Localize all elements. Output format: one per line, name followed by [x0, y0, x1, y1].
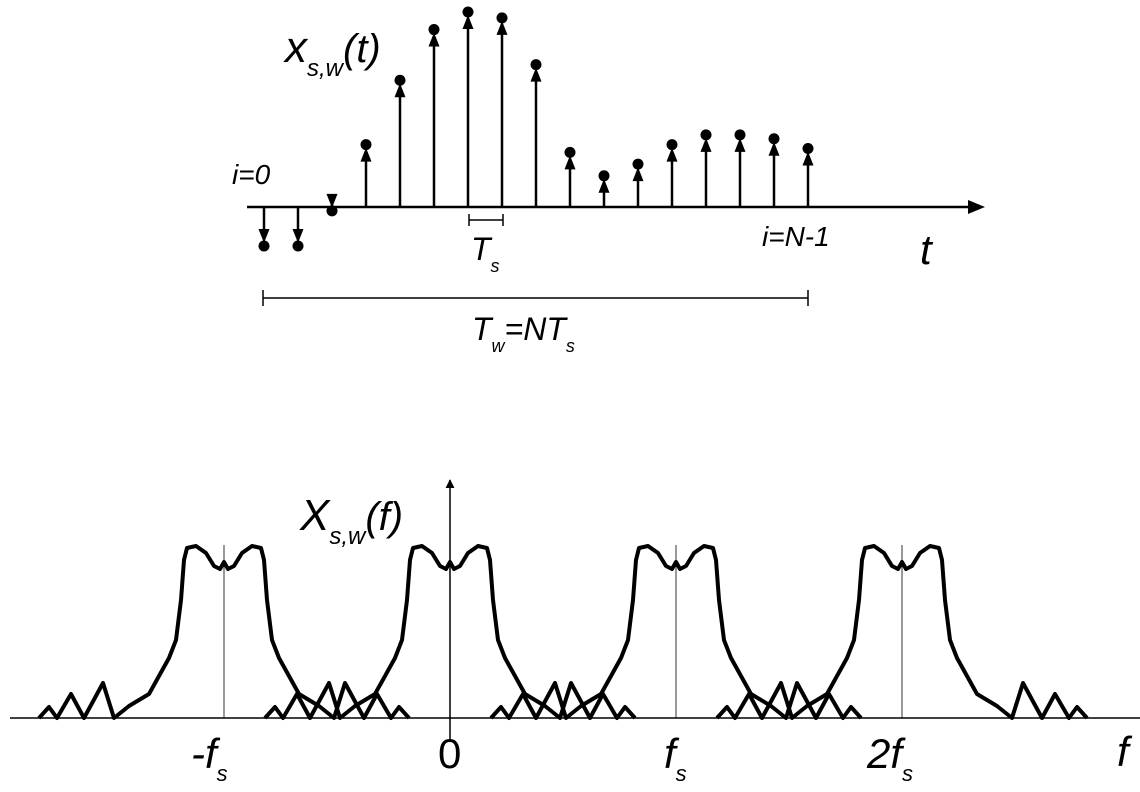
- sample-14: [734, 129, 746, 207]
- window-length-label: Tw=NTs: [472, 311, 575, 356]
- window-length-marker: [262, 290, 809, 306]
- sample-1: [292, 207, 304, 252]
- sample-9: [564, 146, 576, 207]
- sample-15: [768, 133, 780, 207]
- sample-12: [666, 139, 678, 207]
- spectrum-replica-0: [37, 544, 411, 720]
- sample-16: [802, 143, 814, 207]
- spectrum-replica-2: [489, 544, 863, 720]
- time-axis-label: t: [920, 226, 934, 273]
- spectrum-replica-1: [263, 544, 637, 720]
- tick-label-neg-fs: -fs: [191, 730, 228, 786]
- sample-0: [258, 207, 270, 252]
- sample-2: [326, 193, 338, 217]
- sample-10: [598, 170, 610, 207]
- sample-13: [700, 129, 712, 207]
- sample-3: [360, 139, 372, 207]
- sample-6: [462, 6, 474, 207]
- sample-11: [632, 158, 644, 207]
- signal-label: xs,w(t): [283, 23, 381, 82]
- tick-label-2fs: 2fs: [866, 730, 913, 786]
- freq-plot: Xs,w(f) -fs 0 fs 2fs f: [10, 479, 1140, 786]
- sample-4: [394, 74, 406, 207]
- time-plot: xs,w(t) i=0 i=N-1 t Ts Tw=NTs: [232, 6, 985, 356]
- sample-stems: [258, 6, 814, 252]
- sample-period-marker: [468, 214, 504, 226]
- first-index-label: i=0: [232, 159, 271, 190]
- sample-8: [530, 59, 542, 207]
- sample-period-label: Ts: [471, 231, 500, 276]
- last-index-label: i=N-1: [762, 221, 830, 252]
- freq-axis-label: f: [1117, 728, 1133, 775]
- time-axis-arrow-icon: [968, 200, 985, 214]
- spectrum-replica-3: [715, 544, 1089, 720]
- spectrum-label: Xs,w(f): [299, 491, 403, 550]
- sample-5: [428, 24, 440, 207]
- spectrum-replicas: [37, 544, 1089, 720]
- tick-label-zero: 0: [438, 730, 461, 777]
- sample-7: [496, 12, 508, 207]
- tick-label-fs: fs: [664, 730, 687, 786]
